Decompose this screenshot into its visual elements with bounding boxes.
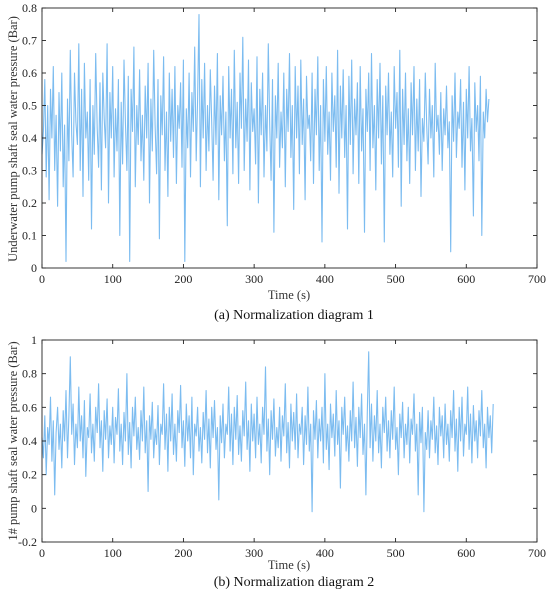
chart-b-xtick-label: 700 xyxy=(528,546,546,560)
chart-b-xtick-label: 100 xyxy=(104,546,122,560)
chart-a-ytick-label: 0.1 xyxy=(22,229,37,243)
chart-panel-a: Underwater pump shaft seal water pressur… xyxy=(6,1,546,323)
chart-a-ytick-label: 0.5 xyxy=(22,99,37,113)
chart-a-xtick-label: 300 xyxy=(245,272,263,286)
chart-a-xtick-label: 0 xyxy=(39,272,45,286)
chart-b-series-line xyxy=(41,351,494,513)
chart-b-ytick-label: 1 xyxy=(31,333,37,347)
chart-a-series-line xyxy=(41,13,490,263)
chart-b-ytick-label: 0.4 xyxy=(22,434,37,448)
chart-a-xtick-label: 700 xyxy=(528,272,546,286)
chart-a-ytick-label: 0.7 xyxy=(22,34,37,48)
chart-b-ytick-label: 0.2 xyxy=(22,468,37,482)
chart-a-ytick-label: 0.3 xyxy=(22,164,37,178)
chart-b-ytick-label: -0.2 xyxy=(18,535,37,549)
chart-b-caption: (b) Normalization diagram 2 xyxy=(214,575,375,590)
chart-b-ytick-label: 0 xyxy=(31,501,37,515)
chart-a-ytick-label: 0 xyxy=(31,261,37,275)
chart-a-xtick-label: 400 xyxy=(316,272,334,286)
chart-a-ytick-label: 0.4 xyxy=(22,131,37,145)
chart-b-ytick-label: 0.6 xyxy=(22,400,37,414)
chart-b-xtick-label: 400 xyxy=(316,546,334,560)
chart-b-xlabel: Time (s) xyxy=(268,558,310,572)
chart-b-ylabel: 1# pump shaft seal water pressure (Bar) xyxy=(6,341,20,540)
chart-a-ytick-label: 0.2 xyxy=(22,196,37,210)
chart-a-xlabel: Time (s) xyxy=(268,288,310,302)
chart-a-xtick-label: 600 xyxy=(457,272,475,286)
chart-b-xtick-label: 300 xyxy=(245,546,263,560)
chart-a-xtick-label: 200 xyxy=(174,272,192,286)
chart-b-xtick-label: 500 xyxy=(387,546,405,560)
chart-a-xtick-label: 100 xyxy=(104,272,122,286)
chart-a-xtick-label: 500 xyxy=(387,272,405,286)
chart-b-xtick-label: 600 xyxy=(457,546,475,560)
chart-panel-b: 1# pump shaft seal water pressure (Bar) … xyxy=(6,333,546,590)
chart-a-ytick-label: 0.6 xyxy=(22,66,37,80)
chart-b-xtick-label: 200 xyxy=(174,546,192,560)
chart-a-ytick-label: 0.8 xyxy=(22,1,37,15)
chart-b-xtick-label: 0 xyxy=(39,546,45,560)
chart-a-ylabel: Underwater pump shaft seal water pressur… xyxy=(6,16,20,262)
chart-a-caption: (a) Normalization diagram 1 xyxy=(214,308,374,323)
chart-b-ytick-label: 0.8 xyxy=(22,367,37,381)
